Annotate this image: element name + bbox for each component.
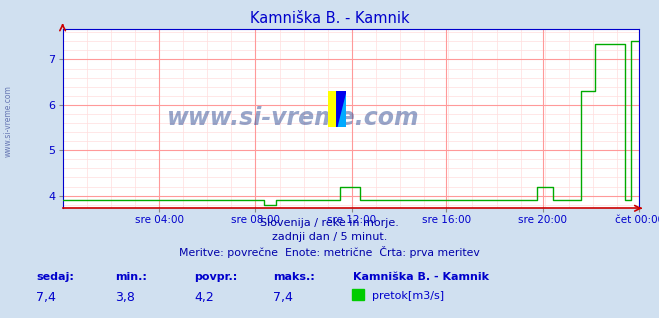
Text: maks.:: maks.: xyxy=(273,272,315,282)
Text: sedaj:: sedaj: xyxy=(36,272,74,282)
Polygon shape xyxy=(337,91,346,127)
Text: Meritve: povrečne  Enote: metrične  Črta: prva meritev: Meritve: povrečne Enote: metrične Črta: … xyxy=(179,246,480,259)
Text: Kamniška B. - Kamnik: Kamniška B. - Kamnik xyxy=(250,11,409,26)
Text: zadnji dan / 5 minut.: zadnji dan / 5 minut. xyxy=(272,232,387,242)
Text: Slovenija / reke in morje.: Slovenija / reke in morje. xyxy=(260,218,399,228)
Text: Kamniška B. - Kamnik: Kamniška B. - Kamnik xyxy=(353,272,488,282)
Text: pretok[m3/s]: pretok[m3/s] xyxy=(372,291,444,301)
Bar xyxy=(328,91,337,127)
Text: 4,2: 4,2 xyxy=(194,291,214,304)
Text: povpr.:: povpr.: xyxy=(194,272,238,282)
Text: www.si-vreme.com: www.si-vreme.com xyxy=(3,85,13,157)
Text: 7,4: 7,4 xyxy=(36,291,56,304)
Text: 3,8: 3,8 xyxy=(115,291,135,304)
Bar xyxy=(352,289,364,300)
Text: min.:: min.: xyxy=(115,272,147,282)
Polygon shape xyxy=(337,91,346,127)
Text: www.si-vreme.com: www.si-vreme.com xyxy=(167,107,420,130)
Text: 7,4: 7,4 xyxy=(273,291,293,304)
